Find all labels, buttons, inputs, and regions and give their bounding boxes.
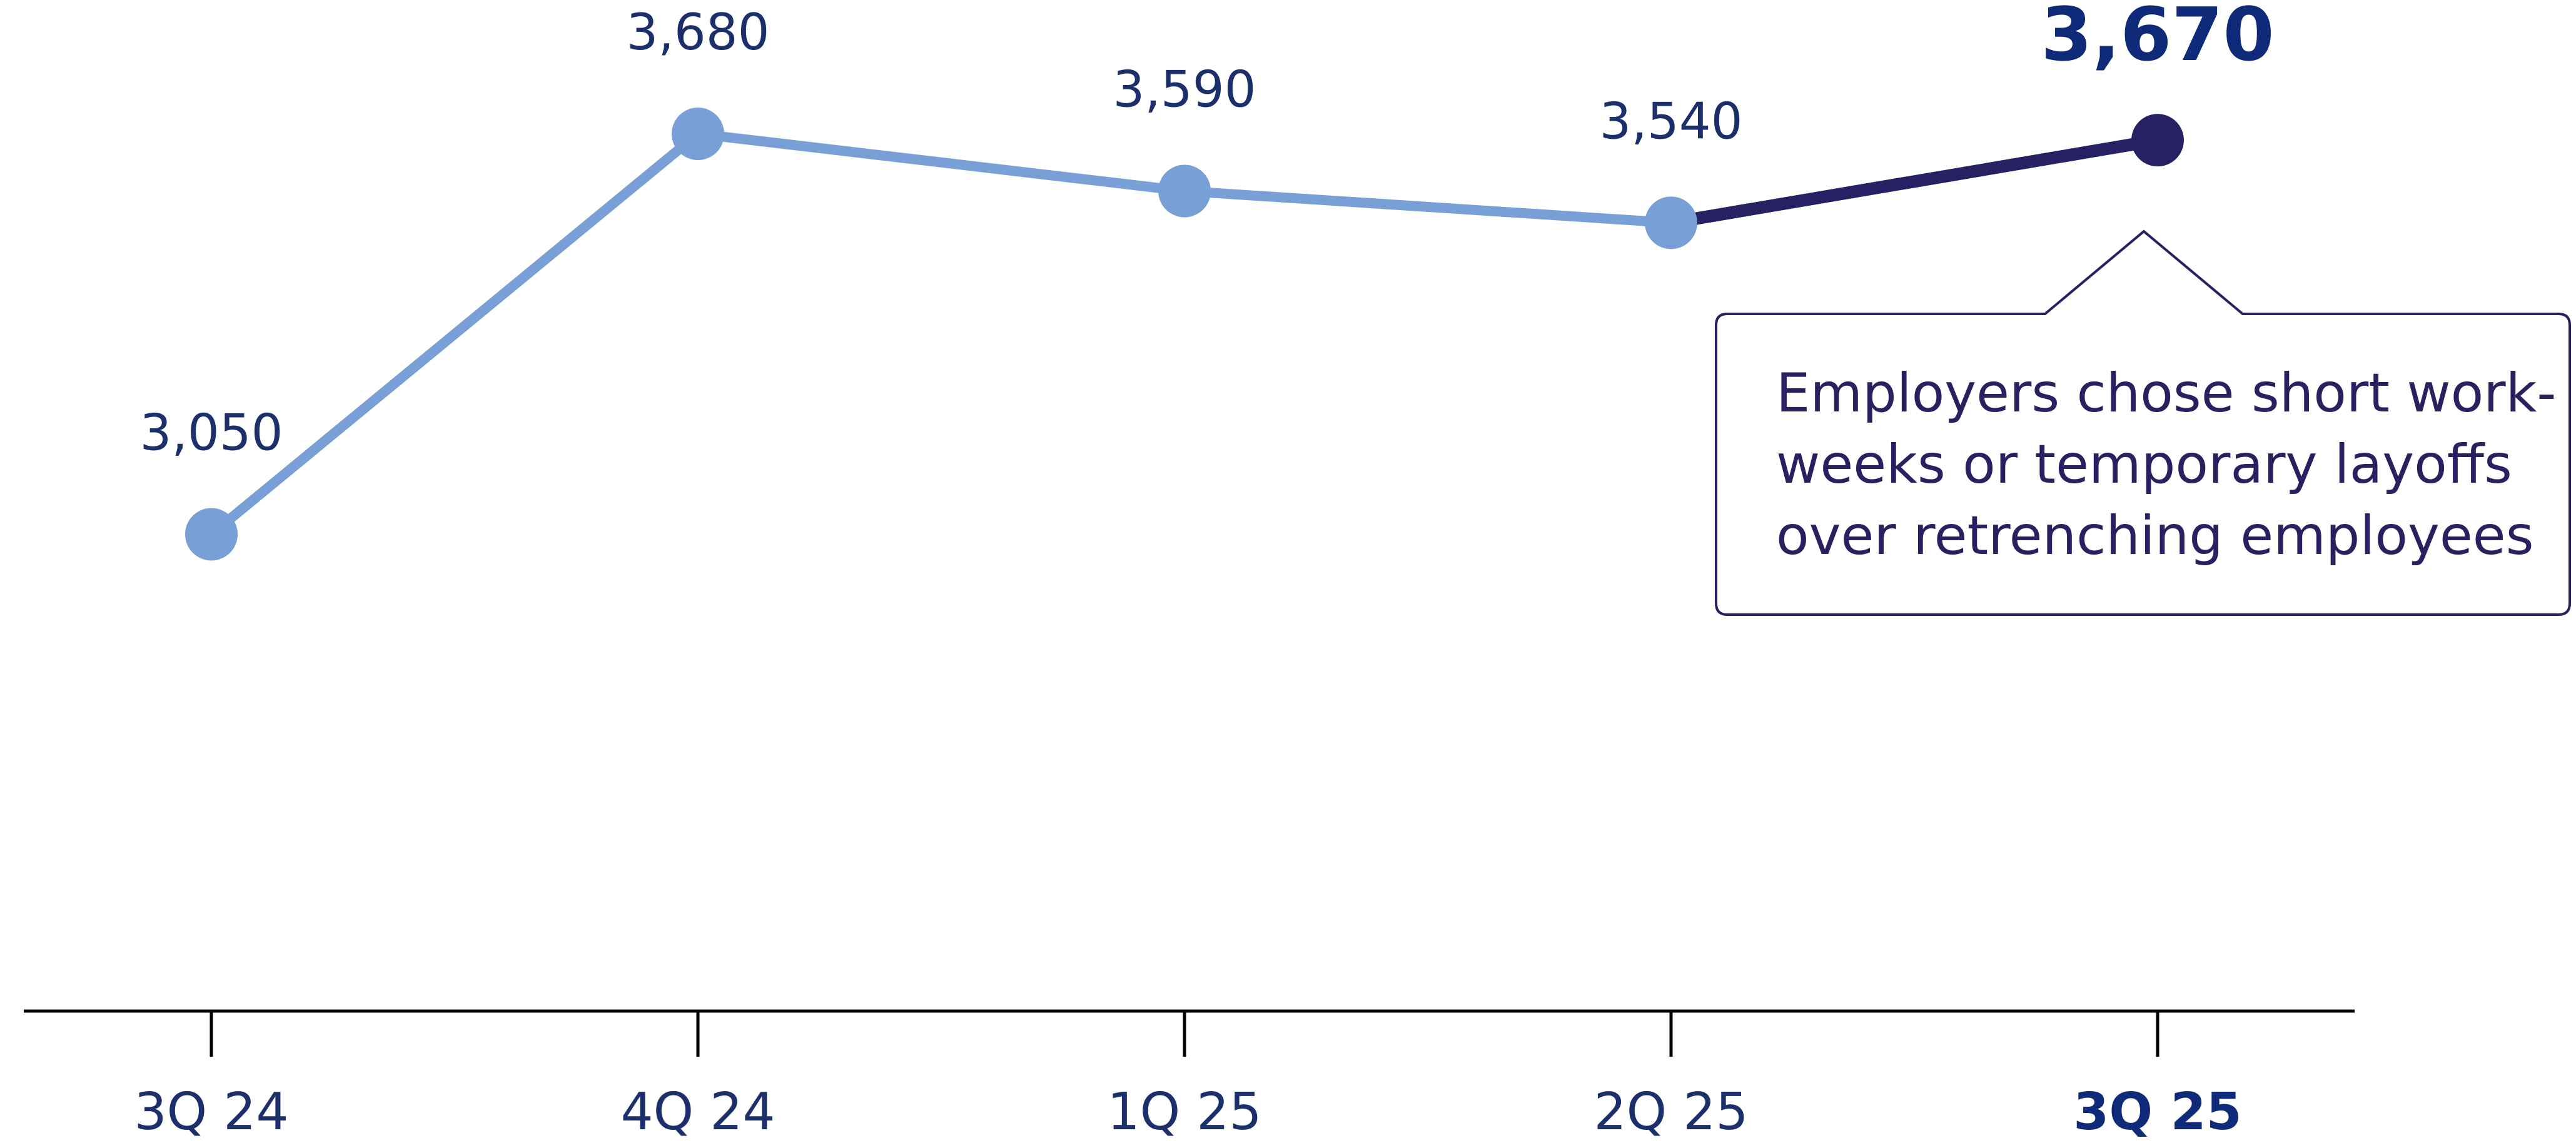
line-segment-2 [693,129,1190,196]
data-label-1q-25: 3,590 [1113,61,1256,119]
x-tick-label-3q-25: 3Q 25 [2073,1082,2241,1142]
x-tick-label-4q-24: 4Q 24 [620,1082,775,1142]
data-point-2q-25 [1645,196,1697,249]
data-label-2q-25: 3,540 [1599,92,1742,150]
data-point-1q-25 [1158,164,1211,218]
line-segment-3 [1179,186,1676,228]
series-points [185,108,2184,561]
callout-line-2: weeks or temporary layoffs [1776,433,2512,496]
x-tick-label-2q-25: 2Q 25 [1594,1082,1748,1142]
callout-text: Employers chose short work- weeks or tem… [1776,362,2573,567]
callout-line-3: over retrenching employees [1776,505,2534,567]
line-segment-4 [1665,134,2164,229]
series-lines [206,129,2164,540]
data-label-3q-25: 3,670 [2041,0,2274,78]
data-point-3q-24 [185,508,238,561]
data-label-4q-24: 3,680 [626,3,769,61]
line-segment-1 [206,129,703,540]
data-point-4q-24 [672,108,724,160]
data-label-3q-24: 3,050 [139,404,283,462]
callout-box [1715,229,2571,616]
x-tick-label-1q-25: 1Q 25 [1107,1082,1261,1142]
data-labels: 3,050 3,680 3,590 3,540 3,670 [139,0,2274,462]
callout-line-1: Employers chose short work- [1776,362,2556,425]
x-tick-label-3q-24: 3Q 24 [134,1082,288,1142]
data-point-3q-25 [2131,114,2184,167]
annotation-callout: Employers chose short work- weeks or tem… [1715,229,2573,616]
x-axis-ticks: 3Q 24 4Q 24 1Q 25 2Q 25 3Q 25 [134,1011,2242,1142]
